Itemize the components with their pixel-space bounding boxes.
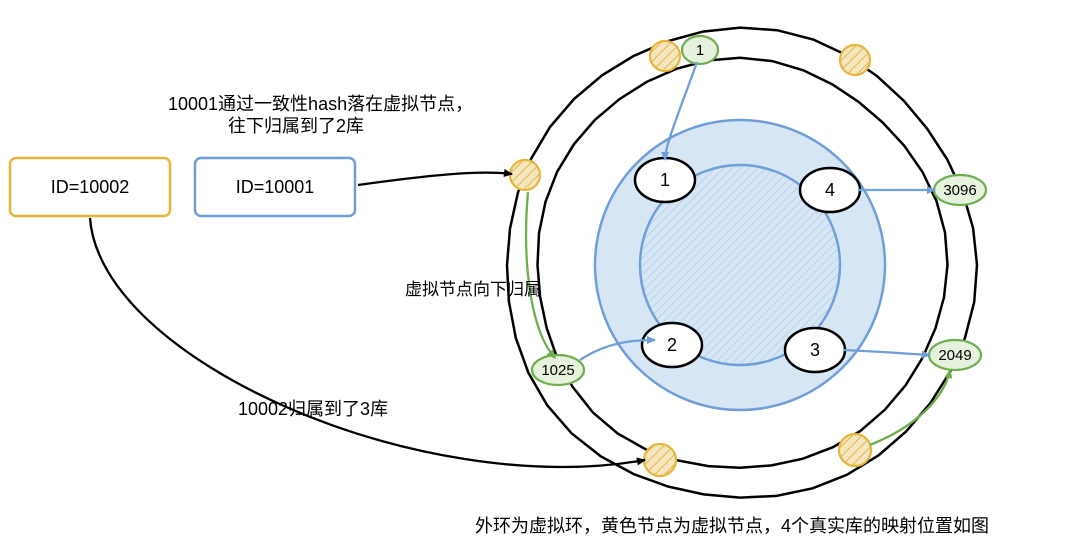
- mapped-node-label-3096: 3096: [943, 182, 976, 199]
- note-bottom-left: 10002归属到了3库: [238, 399, 388, 419]
- mapped-node-label-1025: 1025: [541, 362, 574, 379]
- virtual-node-2: [510, 160, 540, 190]
- core-node-label-2: 2: [667, 335, 677, 355]
- id-box-label-1: ID=10001: [236, 177, 315, 197]
- virtual-node-4: [839, 434, 871, 466]
- mapped-node-label-1: 1: [696, 42, 704, 59]
- core-node-label-1: 1: [660, 170, 670, 190]
- virtual-node-3: [644, 444, 676, 476]
- arrow-7: [870, 370, 950, 445]
- virtual-node-1: [840, 45, 870, 75]
- arrow-1: [90, 218, 645, 467]
- note-top-line1: 10001通过一致性hash落在虚拟节点，: [168, 94, 473, 114]
- id-box-label-0: ID=10002: [51, 177, 130, 197]
- note-top-line2: 往下归属到了2库: [228, 116, 364, 136]
- arrow-0: [358, 173, 512, 185]
- core-node-label-4: 4: [825, 180, 835, 200]
- caption: 外环为虚拟环，黄色节点为虚拟节点，4个真实库的映射位置如图: [475, 516, 989, 536]
- mapped-node-label-2049: 2049: [938, 347, 971, 364]
- note-mid: 虚拟节点向下归属: [405, 280, 541, 299]
- arrow-2: [526, 192, 555, 358]
- core-node-label-3: 3: [810, 340, 820, 360]
- virtual-node-0: [650, 41, 680, 71]
